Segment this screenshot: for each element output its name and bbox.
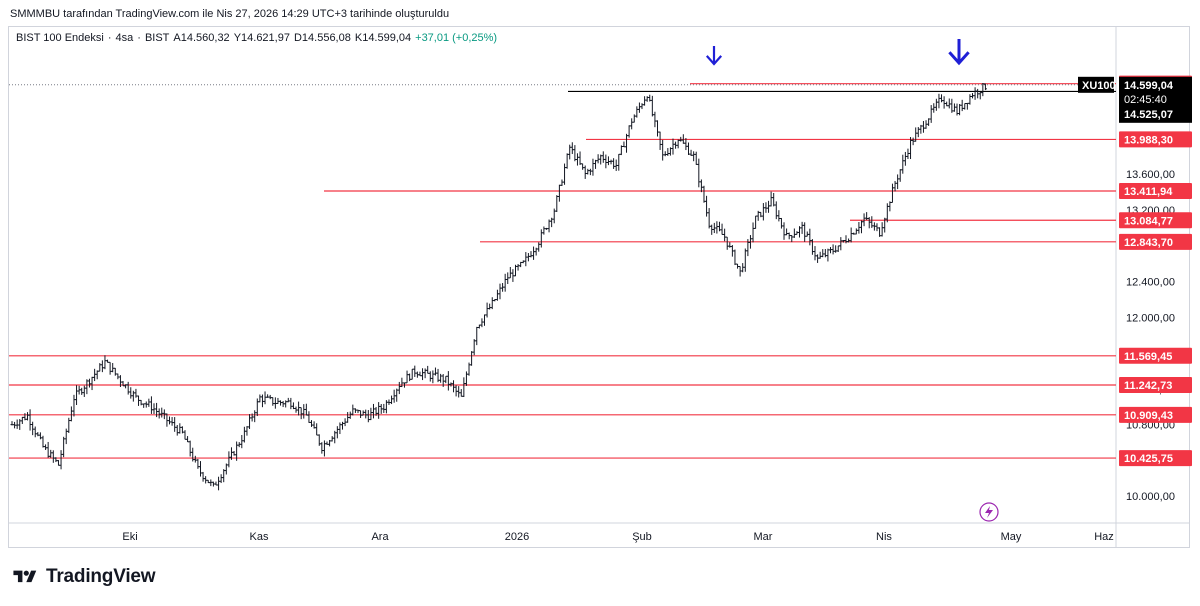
- level-label: 13.411,94: [1124, 186, 1173, 198]
- symbol-legend: BIST 100 Endeksi · 4sa · BIST A14.560,32 Y…: [16, 32, 498, 44]
- level-label-bg: [1119, 450, 1192, 467]
- interval-label[interactable]: 4sa: [115, 32, 134, 44]
- current-price-bg: [1119, 76, 1192, 123]
- y-tick-label: 10.000,00: [1126, 491, 1175, 503]
- flash-bolt-icon: [985, 506, 993, 518]
- symbol-tag: XU100: [1082, 80, 1116, 92]
- level-label: 11.242,73: [1124, 380, 1172, 392]
- flash-event-icon: [979, 502, 999, 522]
- down-arrow-icon-head: [705, 55, 723, 66]
- level-label: 12.843,70: [1124, 237, 1173, 249]
- level-label-bg: [1119, 377, 1192, 394]
- down-arrow-icon-head: [948, 51, 970, 66]
- tradingview-logo-icon: [13, 570, 37, 583]
- y-tick-label: 12.000,00: [1126, 312, 1175, 324]
- high-value: Y14.621,97: [233, 32, 290, 44]
- y-tick-label: 13.600,00: [1126, 169, 1175, 181]
- close-value: K14.599,04: [354, 32, 412, 44]
- x-tick-label: Ara: [371, 531, 389, 543]
- open-value: A14.560,32: [173, 32, 230, 44]
- x-tick-label: 2026: [505, 531, 529, 543]
- level-label: 13.988,30: [1124, 134, 1173, 146]
- y-tick-label: 12.400,00: [1126, 277, 1175, 289]
- x-tick-label: Mar: [754, 531, 773, 543]
- chart-frame: [8, 26, 1190, 548]
- level-label-bg: [1119, 131, 1192, 148]
- level-label: 13.084,77: [1124, 215, 1173, 227]
- symbol-tag-bg: [1078, 76, 1114, 93]
- x-tick-label: May: [1001, 531, 1022, 543]
- current-price-label: 14.599,04: [1124, 80, 1174, 92]
- x-tick-label: Eki: [122, 531, 137, 543]
- x-tick-label: Haz: [1094, 531, 1114, 543]
- countdown-label: 02:45:40: [1124, 94, 1167, 106]
- level-label: 11.569,45: [1124, 351, 1172, 363]
- tradingview-brand[interactable]: TradingView: [10, 566, 156, 588]
- level-label: 10.425,75: [1124, 453, 1173, 465]
- level-label-bg: [1119, 347, 1192, 364]
- level-label-bg: [1119, 233, 1192, 250]
- brand-name: TradingView: [46, 566, 156, 587]
- low-value: D14.556,08: [293, 32, 351, 44]
- symbol-name[interactable]: BIST 100 Endeksi: [16, 32, 104, 44]
- level-label-bg: [1119, 406, 1192, 423]
- level-label: 10.909,43: [1124, 410, 1173, 422]
- x-tick-label: Şub: [632, 531, 652, 543]
- x-tick-label: Kas: [250, 531, 269, 543]
- resistance-price-label: 14.525,07: [1124, 109, 1173, 121]
- x-tick-label: Nis: [876, 531, 892, 543]
- level-label-bg: [1119, 212, 1192, 229]
- chart-caption: SMMMBU tarafından TradingView.com ile Ni…: [10, 8, 450, 20]
- level-label-bg: [1119, 182, 1192, 199]
- exchange-label: BIST: [144, 32, 170, 44]
- change-value: +37,01 (+0,25%): [415, 32, 498, 44]
